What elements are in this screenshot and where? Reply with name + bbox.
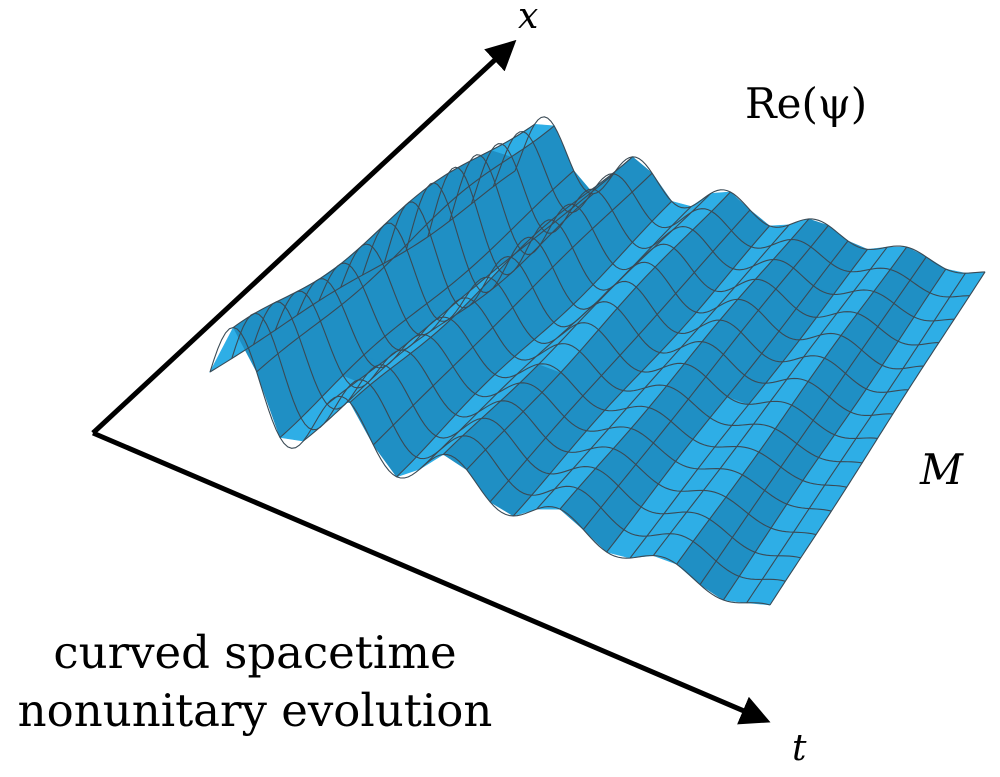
caption-line-1: curved spacetime bbox=[53, 626, 457, 679]
manifold-label: M bbox=[919, 445, 964, 494]
field-label: Re(ψ) bbox=[745, 79, 867, 128]
mesh-line bbox=[492, 131, 970, 298]
mesh-line bbox=[318, 262, 847, 488]
mesh-line bbox=[274, 290, 817, 536]
mesh-line bbox=[514, 116, 986, 274]
mesh-line bbox=[383, 201, 893, 417]
caption-line-2: nonunitary evolution bbox=[17, 684, 493, 737]
mesh-line bbox=[361, 222, 878, 440]
mesh-line bbox=[405, 182, 909, 393]
mesh-line bbox=[427, 166, 924, 370]
mesh-line bbox=[253, 301, 801, 559]
x-axis-label: x bbox=[518, 0, 538, 37]
mesh-line bbox=[231, 312, 786, 582]
mesh-line bbox=[296, 278, 832, 512]
mesh-line bbox=[340, 243, 863, 464]
wave-surface bbox=[209, 116, 986, 606]
mesh-line bbox=[209, 326, 771, 606]
mesh-line bbox=[449, 154, 939, 346]
t-axis bbox=[92, 430, 771, 725]
mesh-line bbox=[470, 143, 955, 322]
x-axis bbox=[91, 39, 517, 435]
t-axis-label: t bbox=[792, 728, 807, 769]
